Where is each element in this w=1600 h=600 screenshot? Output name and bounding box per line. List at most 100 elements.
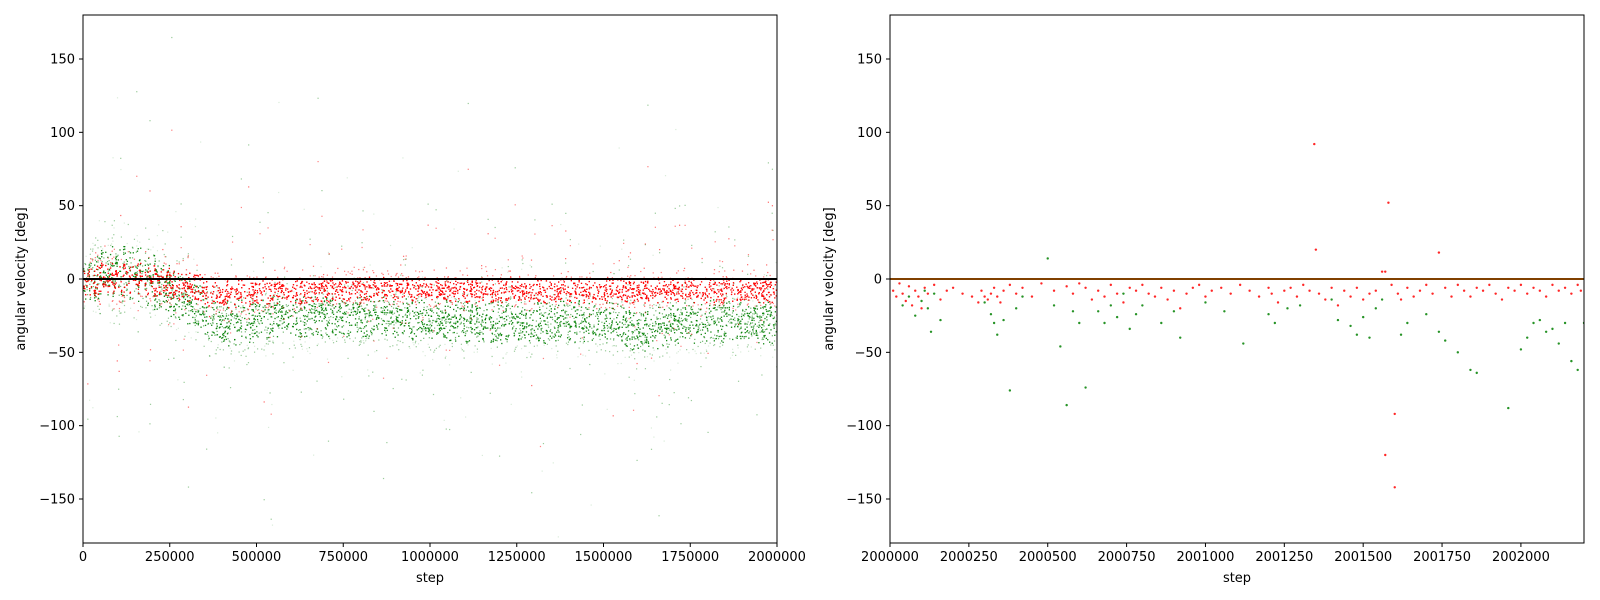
scatter-point: [589, 295, 591, 297]
scatter-point: [541, 327, 543, 329]
scatter-point: [210, 322, 212, 325]
scatter-point: [212, 321, 214, 323]
scatter-point: [707, 328, 709, 330]
scatter-point: [108, 305, 110, 307]
scatter-point: [450, 301, 452, 303]
scatter-point: [659, 356, 661, 358]
scatter-point: [254, 328, 256, 331]
scatter-point: [452, 332, 454, 334]
scatter-point: [362, 267, 364, 269]
scatter-point: [358, 292, 361, 294]
scatter-point: [611, 297, 613, 300]
scatter-point: [426, 306, 428, 308]
scatter-point: [307, 350, 309, 352]
scatter-point: [122, 262, 124, 265]
scatter-point: [522, 262, 524, 265]
scatter-point: [407, 296, 410, 298]
scatter-point: [133, 290, 136, 292]
scatter-point: [482, 321, 484, 323]
scatter-point: [521, 332, 523, 334]
scatter-point: [709, 337, 712, 339]
scatter-point: [177, 379, 179, 381]
scatter-point: [210, 291, 212, 293]
scatter-point: [565, 212, 567, 214]
scatter-point: [388, 301, 390, 303]
scatter-point: [159, 300, 161, 302]
scatter-point: [116, 255, 119, 258]
scatter-point: [344, 284, 346, 286]
scatter-point: [149, 120, 151, 122]
scatter-point: [481, 321, 483, 323]
scatter-point: [157, 265, 159, 267]
scatter-point: [602, 324, 605, 327]
scatter-point: [454, 336, 457, 339]
scatter-point: [507, 265, 509, 268]
scatter-point: [687, 397, 690, 399]
scatter-point: [599, 343, 601, 346]
scatter-point: [137, 331, 139, 333]
scatter-point: [91, 268, 93, 270]
scatter-point: [747, 273, 749, 275]
scatter-point: [187, 253, 189, 255]
scatter-point: [402, 333, 404, 335]
scatter-point: [279, 291, 282, 294]
scatter-point: [444, 357, 446, 359]
scatter-point: [669, 356, 671, 358]
scatter-point: [700, 352, 702, 354]
scatter-point: [456, 332, 458, 334]
scatter-point: [767, 288, 769, 290]
scatter-point: [615, 345, 617, 347]
scatter-point: [527, 293, 529, 295]
scatter-point: [581, 320, 583, 322]
scatter-point: [606, 408, 608, 410]
scatter-point: [159, 324, 161, 326]
scatter-point: [591, 327, 593, 329]
scatter-point: [277, 293, 279, 295]
scatter-point: [476, 348, 479, 350]
scatter-point: [352, 340, 354, 342]
scatter-point: [112, 308, 114, 310]
scatter-point: [340, 300, 343, 302]
scatter-point: [491, 333, 494, 335]
scatter-point: [436, 298, 438, 300]
scatter-point: [448, 364, 451, 366]
scatter-point: [172, 297, 175, 299]
scatter-point: [707, 431, 709, 434]
scatter-point: [509, 286, 511, 288]
scatter-point: [555, 345, 557, 347]
scatter-point: [613, 318, 615, 320]
scatter-point: [141, 273, 143, 275]
scatter-point: [774, 349, 776, 351]
scatter-point: [642, 334, 644, 336]
scatter-point: [352, 340, 354, 342]
scatter-point: [111, 237, 113, 239]
scatter-point: [293, 291, 295, 293]
scatter-point: [230, 350, 233, 352]
scatter-point: [335, 340, 338, 342]
scatter-point: [107, 238, 109, 240]
scatter-point: [94, 274, 96, 277]
scatter-point: [146, 280, 149, 282]
scatter-point: [233, 343, 235, 345]
scatter-point: [429, 349, 432, 351]
scatter-point: [313, 454, 315, 456]
scatter-point: [417, 343, 420, 345]
scatter-point: [466, 326, 468, 328]
scatter-point: [752, 325, 754, 327]
scatter-point: [469, 318, 471, 320]
scatter-point: [476, 318, 478, 321]
scatter-point: [245, 337, 247, 339]
scatter-point: [686, 320, 688, 322]
scatter-point: [375, 293, 378, 295]
scatter-point: [344, 341, 346, 343]
scatter-point: [428, 346, 430, 348]
scatter-point: [741, 313, 743, 315]
scatter-point: [224, 310, 226, 312]
scatter-point: [557, 307, 559, 309]
scatter-point: [151, 305, 153, 307]
scatter-point: [185, 291, 188, 294]
scatter-point: [465, 331, 467, 333]
scatter-point: [411, 330, 413, 332]
scatter-point: [773, 316, 776, 318]
scatter-point: [240, 178, 242, 180]
